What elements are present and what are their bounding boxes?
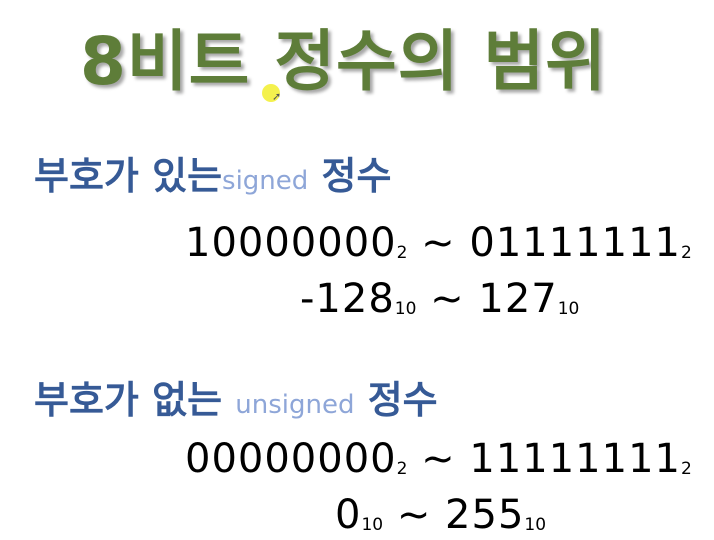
unsigned-decimal-min: 0 xyxy=(335,492,362,538)
unsigned-binary-max: 11111111 xyxy=(469,436,681,482)
signed-decimal-min: -128 xyxy=(300,276,395,322)
signed-decimal-tilde: ~ xyxy=(430,276,465,322)
signed-heading-label: 부호가 있는 xyxy=(34,154,223,198)
unsigned-binary-min: 00000000 xyxy=(185,436,397,482)
signed-binary-tilde: ~ xyxy=(421,220,456,266)
unsigned-binary-range: 000000002 ~ 111111112 xyxy=(185,436,692,482)
unsigned-binary-tilde: ~ xyxy=(421,436,456,482)
unsigned-heading: 부호가 없는 unsigned 정수 xyxy=(34,369,438,424)
signed-binary-range: 100000002 ~ 011111112 xyxy=(185,220,692,266)
mouse-pointer-icon: ➚ xyxy=(272,90,282,103)
signed-binary-max: 01111111 xyxy=(469,220,681,266)
signed-binary-max-base: 2 xyxy=(680,243,692,263)
unsigned-heading-label: 부호가 없는 xyxy=(34,378,223,422)
signed-english-label: signed xyxy=(222,166,309,196)
unsigned-binary-max-base: 2 xyxy=(680,459,692,479)
signed-decimal-min-base: 10 xyxy=(394,299,417,319)
signed-heading: 부호가 있는signed 정수 xyxy=(34,145,391,200)
unsigned-decimal-max-base: 10 xyxy=(524,515,547,535)
unsigned-suffix: 정수 xyxy=(367,378,438,422)
signed-decimal-max: 127 xyxy=(478,276,558,322)
signed-binary-min-base: 2 xyxy=(396,243,408,263)
unsigned-decimal-tilde: ~ xyxy=(396,492,432,538)
unsigned-decimal-range: 010 ~ 25510 xyxy=(335,492,546,538)
cursor-highlight-icon xyxy=(262,84,280,102)
unsigned-english-label: unsigned xyxy=(235,390,355,420)
signed-binary-min: 10000000 xyxy=(185,220,397,266)
signed-decimal-max-base: 10 xyxy=(557,299,580,319)
signed-suffix: 정수 xyxy=(321,154,392,198)
unsigned-decimal-max: 255 xyxy=(445,492,525,538)
signed-decimal-range: -12810 ~ 12710 xyxy=(300,276,579,322)
unsigned-decimal-min-base: 10 xyxy=(361,515,384,535)
page-title: 8비트 정수의 범위 xyxy=(80,23,607,100)
unsigned-binary-min-base: 2 xyxy=(396,459,408,479)
